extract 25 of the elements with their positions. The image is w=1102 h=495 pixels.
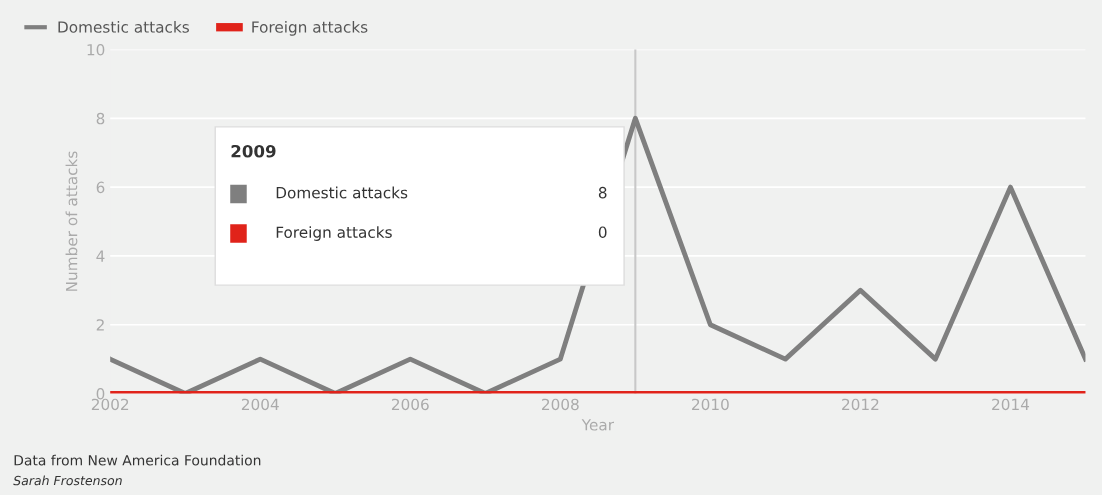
- y-tick-label: 4: [96, 250, 105, 262]
- y-tick-label: 2: [96, 319, 104, 331]
- annotation: 2009: [231, 144, 276, 158]
- y-tick-label: 10: [87, 43, 105, 56]
- x-tick-label: 2008: [542, 398, 579, 411]
- text: Sarah Frostenson: [13, 475, 122, 486]
- x-tick-label: 2006: [391, 398, 429, 411]
- x-tick-label: 2002: [91, 398, 129, 411]
- y-tick-label: 8: [96, 112, 105, 125]
- annotation: 8: [598, 186, 607, 199]
- x-tick-label: 2010: [692, 398, 729, 411]
- y-axis-title: Number of attacks: [65, 151, 78, 291]
- x-tick-label: 2012: [842, 398, 879, 411]
- y-tick-label: 6: [96, 181, 105, 194]
- x-tick-label: 2004: [241, 398, 279, 411]
- x-axis-title: Year: [581, 419, 615, 431]
- legend-label: Foreign attacks: [252, 20, 368, 36]
- x-tick-label: 2014: [992, 398, 1030, 411]
- y-tick-label: 0: [96, 387, 105, 400]
- annotation: Foreign attacks: [276, 226, 392, 241]
- annotation: Domestic attacks: [276, 186, 408, 199]
- legend-label: Domestic attacks: [58, 20, 189, 33]
- annotation: 0: [598, 226, 607, 238]
- text: Data from New America Foundation: [14, 454, 261, 466]
- line-series: [110, 115, 1086, 394]
